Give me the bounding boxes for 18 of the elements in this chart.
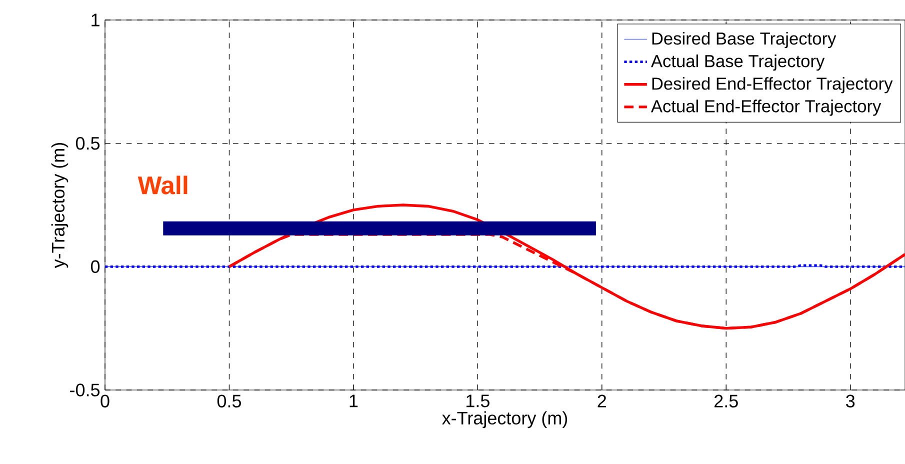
legend-label: Desired Base Trajectory	[652, 32, 836, 48]
y-tick-label: 0.5	[76, 136, 100, 150]
x-tick-label: 1	[350, 394, 358, 408]
x-tick-label: 0	[100, 394, 110, 408]
y-axis-title: y-Trajectory (m)	[51, 142, 68, 268]
x-tick-label: 2.5	[714, 394, 738, 408]
x-tick-label: 3	[846, 394, 855, 408]
legend-label: Actual Base Trajectory	[650, 54, 825, 71]
y-tick-label: 0	[90, 260, 100, 274]
legend-label: Actual End-Effector Trajectory	[650, 100, 882, 116]
x-tick-label: 2	[598, 394, 606, 408]
x-tick-label: 0.5	[217, 394, 241, 408]
y-tick-label: 1	[92, 14, 100, 26]
annotation: Wall	[138, 176, 188, 194]
x-tick-label: 1.5	[466, 394, 490, 408]
y-tick-label: -0.5	[70, 384, 100, 396]
legend-label: Desired End-Effector Trajectory	[652, 77, 893, 94]
x-axis-title: x-Trajectory (m)	[442, 411, 568, 428]
